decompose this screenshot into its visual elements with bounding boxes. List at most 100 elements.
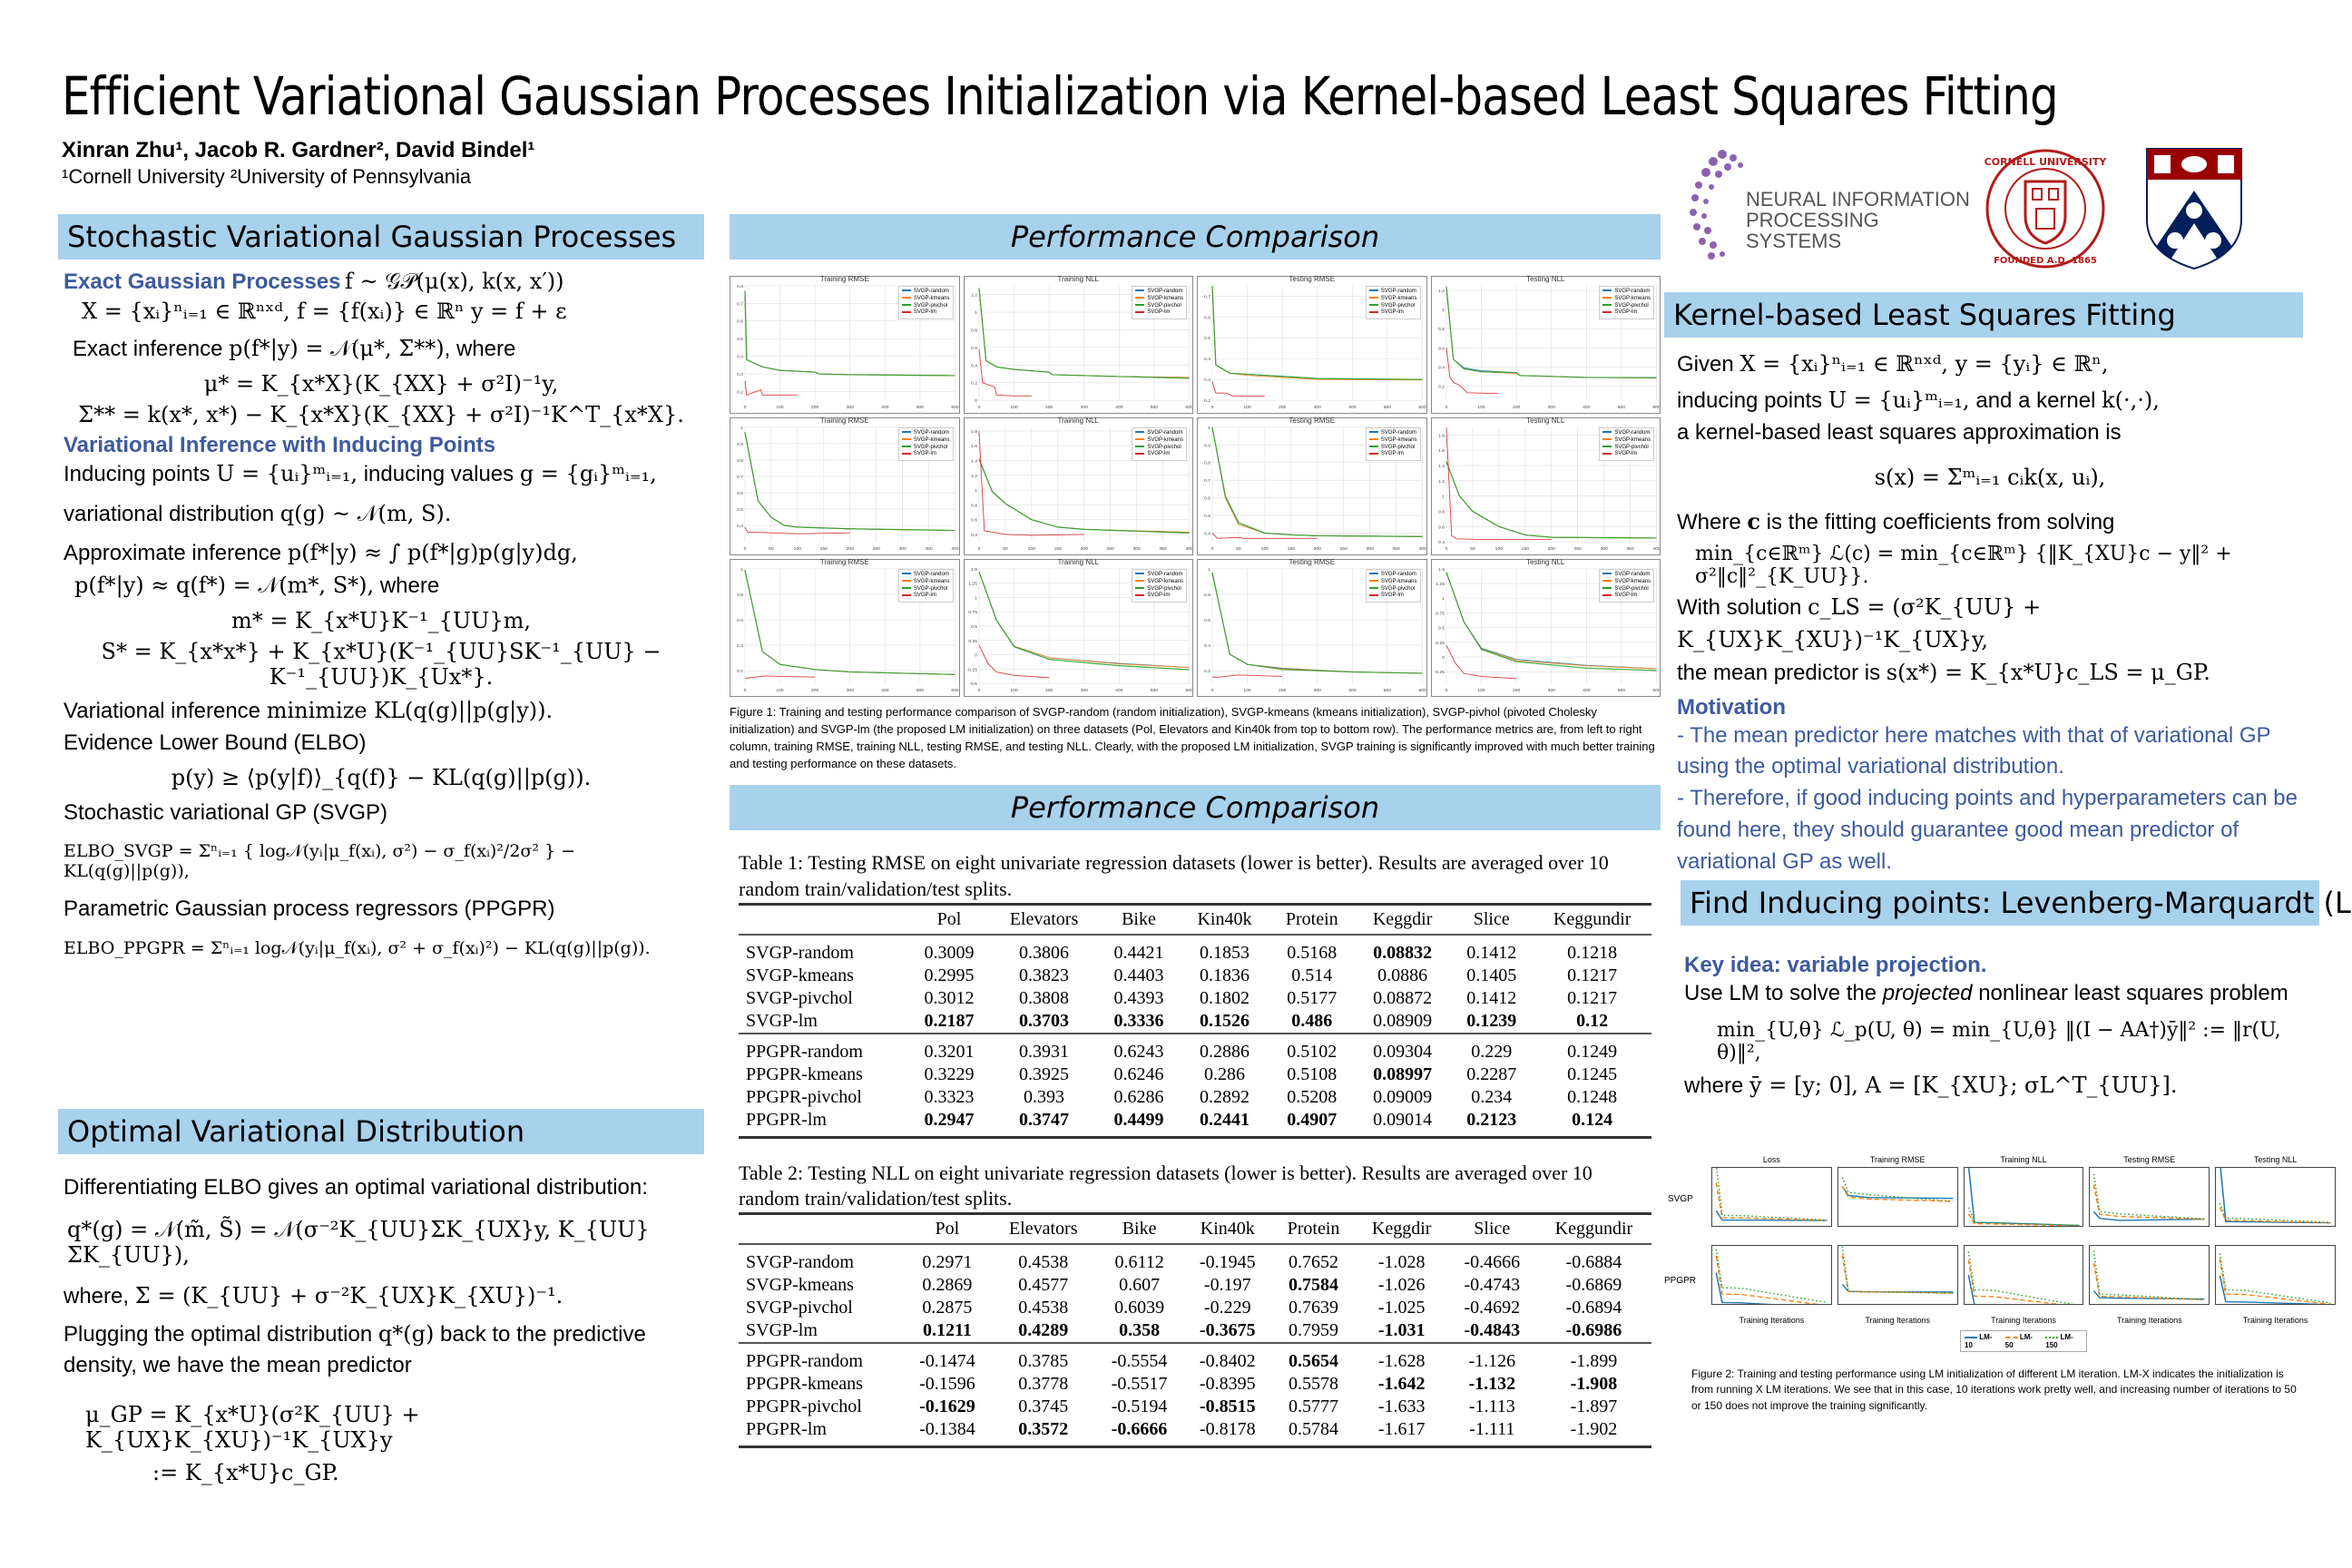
table-cell: -0.8178 <box>1183 1417 1272 1448</box>
sigma-eq: Σ** = k(x*, x*) − K_{x*X}(K_{XX} + σ²I)⁻… <box>78 401 684 427</box>
svg-text:0: 0 <box>1445 546 1447 552</box>
where-c-text: Where <box>1677 510 1741 535</box>
svg-text:200: 200 <box>1044 405 1053 410</box>
subplot-title: Testing RMSE <box>2123 1155 2176 1164</box>
table-cell: -0.1384 <box>903 1417 992 1448</box>
table-cell: 0.3572 <box>991 1417 1095 1448</box>
svg-text:500: 500 <box>1384 405 1392 410</box>
subplot-legend: SVGP-random SVGP-kmeans SVGP-pivchol SVGP-l… <box>1365 427 1421 462</box>
subplot-legend: SVGP-random SVGP-kmeans SVGP-pivchol SVGP-l… <box>1599 569 1654 603</box>
svg-text:250: 250 <box>1106 546 1114 552</box>
subplot-legend: SVGP-random SVGP-kmeans SVGP-pivchol SVGP-l… <box>1132 569 1187 603</box>
table-cell: 0.3931 <box>990 1032 1098 1063</box>
subplot-title: Testing NLL <box>2253 1155 2298 1164</box>
fig2-legend: LM-10 LM-50 LM-150 <box>1960 1330 2087 1352</box>
svg-text:0.8: 0.8 <box>1438 509 1445 514</box>
exact-gp-label: Exact Gaussian Processes <box>64 270 341 294</box>
svg-text:400: 400 <box>1583 405 1591 410</box>
figure2-subplot <box>1837 1245 1958 1305</box>
svg-text:600: 600 <box>1652 688 1660 693</box>
vi-text: Variational inference <box>64 698 261 723</box>
penn-shield-icon <box>2146 148 2242 270</box>
subplot-title: Testing RMSE <box>1289 558 1336 566</box>
svg-text:0: 0 <box>744 688 747 693</box>
table-cell: 0.6112 <box>1095 1242 1184 1274</box>
performance-heading-2: Performance Comparison <box>730 785 1661 831</box>
svgp-elbo-eq: ELBO_SVGP = Σⁿᵢ₌₁ { log𝒩(yᵢ|μ_f(xᵢ), σ²)… <box>64 841 576 882</box>
figure1-subplot: 0 100 200 300 400 500 600 0.2 0.4 0.6 0.8 1 1.2 Testi… <box>1430 275 1661 414</box>
table-cell: 0.486 <box>1291 1010 1333 1031</box>
svg-text:100: 100 <box>1243 405 1251 410</box>
table-row: SVGP-random 0.3009 0.3806 0.4421 0.1853 0.516… <box>739 933 1651 965</box>
approx-text: a kernel-based least squares approximati… <box>1677 419 2122 445</box>
table-cell: 0.3778 <box>1018 1373 1069 1394</box>
svg-text:100: 100 <box>1010 405 1018 410</box>
table-cell: -0.5517 <box>1111 1373 1168 1394</box>
figure1-subplot: 0 50 100 150 200 250 300 350 400 0.4 0.5 0.6 0.7 0.8 0… <box>1197 416 1427 555</box>
table-cell: -1.025 <box>1377 1297 1426 1318</box>
figure1-caption: Figure 1: Training and testing performan… <box>730 705 1655 770</box>
neurips-text-2: PROCESSING SYSTEMS <box>1746 209 1879 253</box>
subplot-legend: SVGP-random SVGP-kmeans SVGP-pivchol SVGP-l… <box>1599 286 1654 320</box>
table-cell: -1.028 <box>1355 1242 1448 1274</box>
svg-text:-0.25: -0.25 <box>966 667 977 672</box>
svg-text:0.5: 0.5 <box>1438 626 1445 632</box>
column-header <box>739 902 908 935</box>
svg-text:1.8: 1.8 <box>1438 433 1445 438</box>
svg-text:0: 0 <box>1445 688 1447 693</box>
figure1-subplot: 0 100 200 300 400 500 600 -0.5 -0.25 0 0.25 0.5 0.75… <box>963 558 1193 697</box>
table-cell: 0.08832 <box>1355 933 1451 965</box>
svg-text:0: 0 <box>977 688 980 693</box>
approx-eq: p(f*|y) ≈ ∫ p(f*|g)p(g|y)dg, <box>287 540 578 566</box>
svg-text:1.4: 1.4 <box>1438 464 1445 469</box>
svg-text:600: 600 <box>1418 688 1426 693</box>
table-cell: 0.4538 <box>991 1242 1095 1274</box>
fig2-row-label-ppgpr: PPGPR <box>1664 1276 1697 1286</box>
performance-heading-1: Performance Comparison <box>730 214 1661 260</box>
svg-text:0.8: 0.8 <box>737 284 743 289</box>
svg-text:0.6: 0.6 <box>971 346 977 351</box>
vi-eq: minimize KL(q(g)||p(g|y)). <box>266 697 554 723</box>
table-cell: 0.229 <box>1450 1032 1534 1063</box>
table-cell: 0.358 <box>1119 1319 1161 1340</box>
svg-text:CORNELL UNIVERSITY: CORNELL UNIVERSITY <box>1984 156 2107 168</box>
svg-text:0.2: 0.2 <box>1204 669 1210 674</box>
motivation-label: Motivation <box>1677 694 1786 720</box>
svg-text:300: 300 <box>898 546 906 552</box>
row-label: SVGP-random <box>739 933 908 965</box>
column-header <box>739 1211 904 1244</box>
subplot-title: Training NLL <box>1057 416 1099 425</box>
table-row: PPGPR-lm -0.1384 0.3572 -0.6666 -0.8178 0.578… <box>739 1417 1651 1448</box>
figure2-subplot <box>1963 1245 2084 1305</box>
column-header: Slice <box>1450 902 1534 935</box>
figure1-subplot: 0 100 200 300 400 500 600 0 0.2 0.4 0.6 0.8 1 1.2 Trai… <box>963 275 1193 414</box>
subplot-legend: SVGP-random SVGP-kmeans SVGP-pivchol SVGP-l… <box>1132 427 1187 462</box>
table-cell: 0.1526 <box>1199 1010 1250 1031</box>
line-chart: 0 100 200 300 400 500 600 0.2 0.4 0.6 0.8 1 <box>737 567 958 693</box>
where-text: , where <box>444 337 516 361</box>
table-cell: 0.1239 <box>1466 1010 1517 1031</box>
table-cell: 0.3336 <box>1113 1010 1164 1031</box>
line-chart <box>1715 1249 1828 1304</box>
table-cell: 0.2869 <box>922 1274 973 1295</box>
svg-text:0: 0 <box>1211 405 1214 410</box>
figure2-subplot: Training NLL <box>1963 1155 2084 1227</box>
table-row: SVGP-pivchol 0.3012 0.3808 0.4393 0.1802 0.51… <box>739 987 1651 1010</box>
figure1-subplot: 0 100 200 300 400 500 600 0.2 0.3 0.4 0.5 0.6 0.7 Tes… <box>1197 275 1427 414</box>
svg-text:150: 150 <box>1521 546 1529 552</box>
x-axis-label: Training Iterations <box>2242 1316 2308 1325</box>
table-cell: -0.6894 <box>1565 1297 1622 1318</box>
svg-text:0: 0 <box>744 546 747 552</box>
table-cell: -1.111 <box>1447 1417 1536 1448</box>
svg-text:0.2: 0.2 <box>971 381 977 387</box>
line-chart <box>1967 1168 2080 1226</box>
table-cell: -1.902 <box>1535 1417 1651 1448</box>
row-label: SVGP-lm <box>746 1010 818 1031</box>
mu-gp-eq2: := K_{x*U}c_GP. <box>152 1460 339 1486</box>
table-cell: -1.617 <box>1355 1417 1448 1448</box>
svg-text:0: 0 <box>975 653 977 659</box>
table-cell: 0.1245 <box>1567 1063 1618 1084</box>
where-label: where, <box>64 1283 130 1308</box>
svg-text:0.4: 0.4 <box>737 643 743 649</box>
table-cell: -1.031 <box>1377 1319 1426 1340</box>
